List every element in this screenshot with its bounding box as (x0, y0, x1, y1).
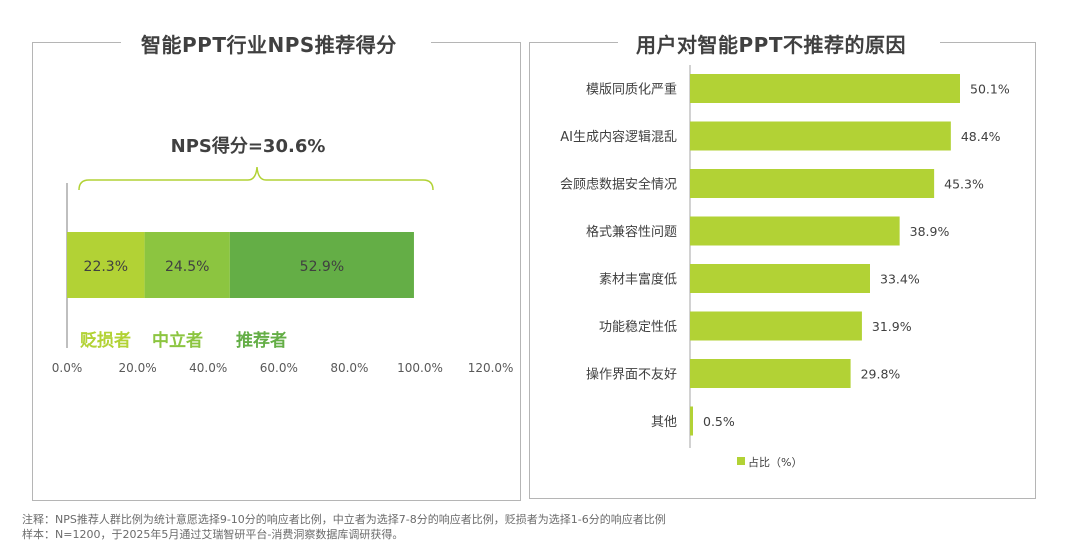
panel-border-top-left (33, 42, 121, 43)
reasons-panel-title: 用户对智能PPT不推荐的原因 (636, 33, 906, 57)
nps-panel: 智能PPT行业NPS推荐得分 (32, 33, 521, 501)
footnote-line-2: 样本：N=1200，于2025年5月通过艾瑞智研平台-消费洞察数据库调研获得。 (22, 528, 404, 541)
footnote-line-1: 注释：NPS推荐人群比例为统计意愿选择9-10分的响应者比例，中立者为选择7-8… (22, 513, 666, 526)
panel-border-top-right (431, 42, 520, 43)
nps-panel-title: 智能PPT行业NPS推荐得分 (141, 33, 397, 57)
panel-border-top-right (940, 42, 1035, 43)
panel-border-top-left (530, 42, 618, 43)
reasons-panel: 用户对智能PPT不推荐的原因 (529, 33, 1036, 499)
